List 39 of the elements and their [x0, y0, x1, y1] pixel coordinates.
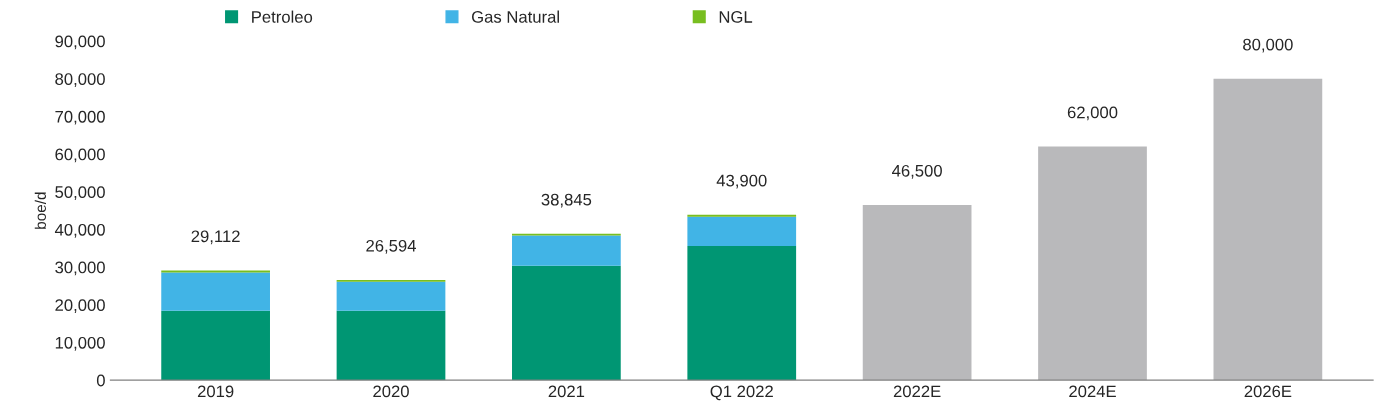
y-axis-title: boe/d: [34, 192, 46, 229]
bar: [161, 310, 270, 381]
y-tick-label: 20,000: [55, 299, 105, 313]
x-tick-label: 2026E: [1244, 385, 1292, 398]
bar: [862, 204, 972, 381]
x-tick-label: 2019: [197, 385, 234, 398]
total-label: 38,845: [541, 193, 592, 208]
y-tick-label: 50,000: [55, 186, 105, 200]
x-tick-label: Q1 2022: [710, 385, 773, 401]
bar: [336, 281, 446, 311]
bar: [687, 246, 797, 381]
total-label: 62,000: [1067, 106, 1118, 121]
x-tick-label: 2020: [373, 385, 409, 398]
legend-label: Petroleo: [252, 10, 313, 23]
bar: [512, 265, 621, 381]
y-tick-label: 40,000: [54, 223, 105, 238]
y-tick-label: 90,000: [55, 35, 105, 50]
y-tick-label: 10,000: [55, 336, 105, 351]
y-tick-label: 0: [96, 374, 105, 387]
y-tick-label: 80,000: [55, 73, 105, 87]
bar: [161, 272, 270, 311]
y-tick-label: 30,000: [55, 261, 105, 276]
bar: [336, 310, 446, 381]
x-tick-label: 2024E: [1069, 385, 1116, 398]
total-label: 80,000: [1243, 38, 1293, 53]
y-tick-label: 60,000: [55, 148, 105, 163]
y-tick-label: 70,000: [55, 110, 105, 125]
total-label: 26,594: [366, 239, 416, 254]
bar: [1213, 78, 1323, 381]
x-tick-label: 2021: [548, 385, 585, 398]
bar: [1038, 146, 1147, 381]
bar: [687, 216, 797, 247]
legend-label: Gas Natural: [471, 10, 559, 23]
total-label: 43,900: [716, 174, 767, 189]
bar: [512, 235, 621, 266]
x-tick-label: 2022E: [893, 385, 941, 398]
legend-label: NGL: [719, 11, 753, 23]
total-label: 46,500: [892, 164, 942, 179]
total-label: 29,112: [191, 230, 240, 245]
